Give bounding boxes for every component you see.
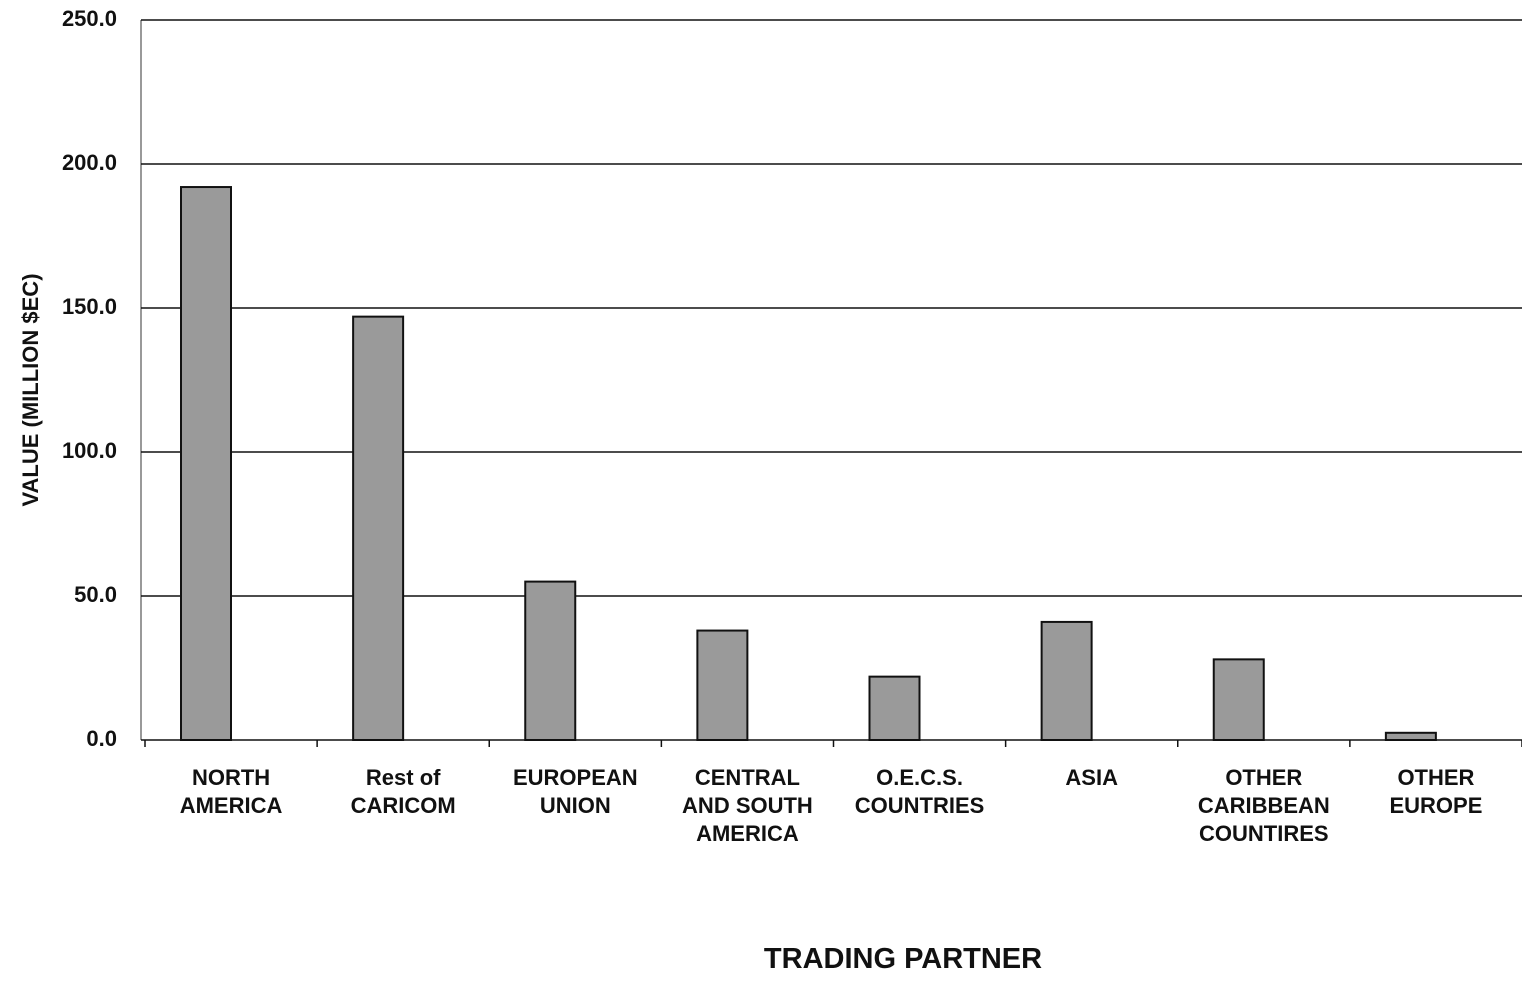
y-tick-label: 200.0 [62, 150, 117, 175]
y-axis-title: VALUE (MILLION $EC) [18, 273, 43, 506]
bar [1212, 658, 1265, 741]
x-tick-label: EUROPEAN UNION [512, 765, 638, 818]
x-tick-label: OTHER EUROPE [1389, 765, 1483, 818]
y-tick-label: 100.0 [62, 438, 117, 463]
x-tick-label: NORTH AMERICA [179, 765, 283, 818]
y-tick-label: 250.0 [62, 6, 117, 31]
bar [352, 315, 405, 741]
y-tick-label: 150.0 [62, 294, 117, 319]
x-tick-label: OTHER CARIBBEAN COUNTIRES [1197, 765, 1330, 846]
bar [1040, 620, 1093, 741]
x-tick-label: O.E.C.S. COUNTRIES [854, 765, 985, 818]
bar [868, 675, 921, 742]
x-tick-label: Rest of CARICOM [350, 765, 456, 818]
x-axis-title: TRADING PARTNER [764, 943, 1042, 975]
bar [696, 629, 749, 741]
bar [524, 580, 577, 741]
x-tick-label: CENTRAL AND SOUTH AMERICA [682, 765, 813, 846]
y-tick-label: 50.0 [74, 582, 117, 607]
y-tick-label: 0.0 [86, 726, 117, 751]
bar [1384, 731, 1437, 741]
bar [180, 186, 232, 742]
x-tick-label: ASIA [1065, 765, 1118, 790]
